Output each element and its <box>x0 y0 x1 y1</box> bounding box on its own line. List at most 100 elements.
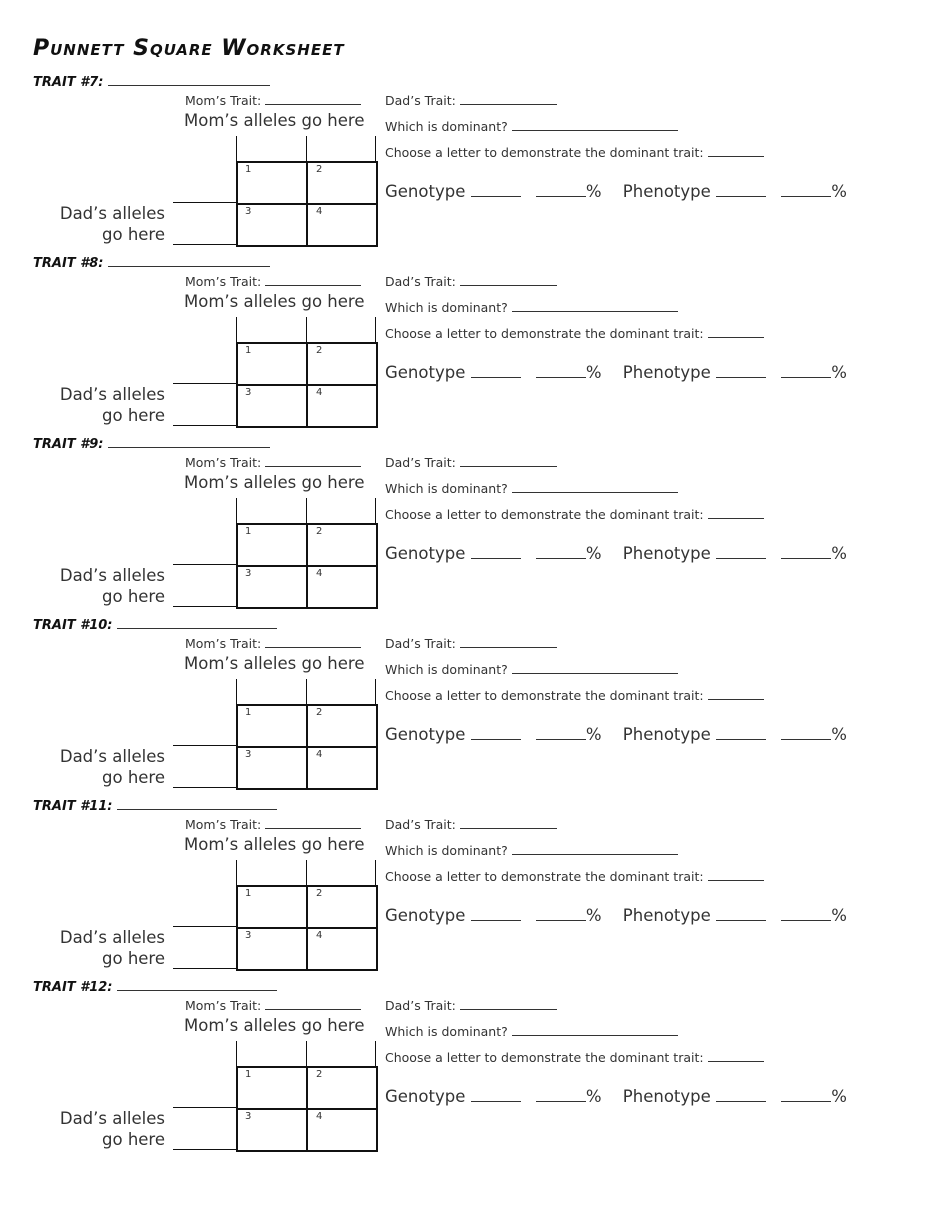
dad-allele-1-blank[interactable] <box>173 202 237 203</box>
phenotype-label: Phenotype <box>622 182 711 201</box>
moms-trait-blank[interactable] <box>265 454 362 467</box>
dads-trait-blank[interactable] <box>459 273 557 286</box>
dad-allele-2-blank[interactable] <box>173 787 237 788</box>
choose-letter-field: Choose a letter to demonstrate the domin… <box>385 868 764 884</box>
which-dominant-blank[interactable] <box>511 842 678 855</box>
punnett-cell-3-number: 3 <box>245 568 252 579</box>
phenotype-blank[interactable] <box>716 727 767 740</box>
moms-trait-field: Mom’s Trait: <box>185 273 362 289</box>
dad-allele-2-blank[interactable] <box>173 425 237 426</box>
genotype-percent-blank[interactable] <box>535 365 586 378</box>
dads-trait-blank[interactable] <box>459 816 557 829</box>
moms-trait-blank[interactable] <box>265 273 362 286</box>
choose-letter-blank[interactable] <box>707 1049 764 1062</box>
trait-name-blank[interactable] <box>108 435 270 448</box>
which-dominant-blank[interactable] <box>511 661 678 674</box>
genotype-label: Genotype <box>385 725 466 744</box>
punnett-cell-2-number: 2 <box>316 1069 323 1080</box>
genotype-blank[interactable] <box>470 546 521 559</box>
choose-letter-field: Choose a letter to demonstrate the domin… <box>385 1049 764 1065</box>
choose-letter-blank[interactable] <box>707 144 764 157</box>
dads-trait-blank[interactable] <box>459 635 557 648</box>
which-dominant-field: Which is dominant? <box>385 480 678 496</box>
trait-heading: TRAIT #11: <box>33 797 278 814</box>
dads-trait-label: Dad’s Trait: <box>385 93 456 108</box>
dad-allele-2-blank[interactable] <box>173 968 237 969</box>
genotype-percent-blank[interactable] <box>535 184 586 197</box>
dads-alleles-label-line2: go here <box>102 949 165 968</box>
punnett-square <box>236 704 378 790</box>
phenotype-blank[interactable] <box>716 1089 767 1102</box>
moms-trait-blank[interactable] <box>265 635 362 648</box>
trait-name-blank[interactable] <box>108 254 270 267</box>
which-dominant-blank[interactable] <box>511 299 678 312</box>
phenotype-blank[interactable] <box>716 546 767 559</box>
dad-allele-2-blank[interactable] <box>173 1149 237 1150</box>
moms-trait-label: Mom’s Trait: <box>185 998 262 1013</box>
punnett-cell-3-number: 3 <box>245 387 252 398</box>
dad-allele-2-blank[interactable] <box>173 244 237 245</box>
choose-letter-label: Choose a letter to demonstrate the domin… <box>385 688 704 703</box>
genotype-blank[interactable] <box>470 908 521 921</box>
genotype-percent-blank[interactable] <box>535 908 586 921</box>
which-dominant-blank[interactable] <box>511 1023 678 1036</box>
choose-letter-blank[interactable] <box>707 506 764 519</box>
dad-allele-1-blank[interactable] <box>173 1107 237 1108</box>
genotype-percent-blank[interactable] <box>535 546 586 559</box>
trait-label: TRAIT #8: <box>33 256 104 271</box>
choose-letter-blank[interactable] <box>707 687 764 700</box>
genotype-blank[interactable] <box>470 365 521 378</box>
phenotype-percent-blank[interactable] <box>781 365 832 378</box>
moms-trait-label: Mom’s Trait: <box>185 93 262 108</box>
dad-allele-2-blank[interactable] <box>173 606 237 607</box>
phenotype-percent-blank[interactable] <box>781 546 832 559</box>
trait-name-blank[interactable] <box>117 616 278 629</box>
phenotype-label: Phenotype <box>622 1087 711 1106</box>
genotype-percent-blank[interactable] <box>535 727 586 740</box>
punnett-square <box>236 1066 378 1152</box>
genotype-blank[interactable] <box>470 727 521 740</box>
dad-allele-1-blank[interactable] <box>173 564 237 565</box>
dad-allele-1-blank[interactable] <box>173 745 237 746</box>
phenotype-percent-blank[interactable] <box>781 184 832 197</box>
moms-trait-blank[interactable] <box>265 997 362 1010</box>
mom-allele-divider <box>306 860 307 886</box>
punnett-cell-1-number: 1 <box>245 707 252 718</box>
choose-letter-blank[interactable] <box>707 325 764 338</box>
mom-allele-divider <box>236 136 237 162</box>
phenotype-blank[interactable] <box>716 365 767 378</box>
phenotype-percent-blank[interactable] <box>781 1089 832 1102</box>
which-dominant-field: Which is dominant? <box>385 1023 678 1039</box>
dads-trait-field: Dad’s Trait: <box>385 816 557 832</box>
choose-letter-blank[interactable] <box>707 868 764 881</box>
phenotype-blank[interactable] <box>716 908 767 921</box>
which-dominant-field: Which is dominant? <box>385 118 678 134</box>
dads-alleles-label-line1: Dad’s alleles <box>59 204 165 223</box>
trait-name-blank[interactable] <box>117 978 278 991</box>
percent-sign: % <box>585 182 602 201</box>
phenotype-percent-blank[interactable] <box>781 908 832 921</box>
trait-block: TRAIT #10: Mom’s Trait: Mom’s alleles go… <box>0 616 950 797</box>
moms-trait-blank[interactable] <box>265 92 362 105</box>
trait-name-blank[interactable] <box>117 797 278 810</box>
genotype-phenotype-row: Genotype % Phenotype % <box>385 363 847 382</box>
trait-label: TRAIT #10: <box>33 618 113 633</box>
genotype-percent-blank[interactable] <box>535 1089 586 1102</box>
phenotype-percent-blank[interactable] <box>781 727 832 740</box>
dad-allele-1-blank[interactable] <box>173 926 237 927</box>
trait-name-blank[interactable] <box>108 73 270 86</box>
which-dominant-field: Which is dominant? <box>385 842 678 858</box>
dads-trait-blank[interactable] <box>459 997 557 1010</box>
dads-trait-blank[interactable] <box>459 454 557 467</box>
which-dominant-blank[interactable] <box>511 118 678 131</box>
moms-alleles-label: Mom’s alleles go here <box>184 473 365 492</box>
phenotype-blank[interactable] <box>716 184 767 197</box>
moms-trait-blank[interactable] <box>265 816 362 829</box>
mom-allele-divider <box>306 136 307 162</box>
mom-allele-divider <box>306 1041 307 1067</box>
genotype-blank[interactable] <box>470 184 521 197</box>
which-dominant-blank[interactable] <box>511 480 678 493</box>
genotype-blank[interactable] <box>470 1089 521 1102</box>
dads-trait-blank[interactable] <box>459 92 557 105</box>
dad-allele-1-blank[interactable] <box>173 383 237 384</box>
